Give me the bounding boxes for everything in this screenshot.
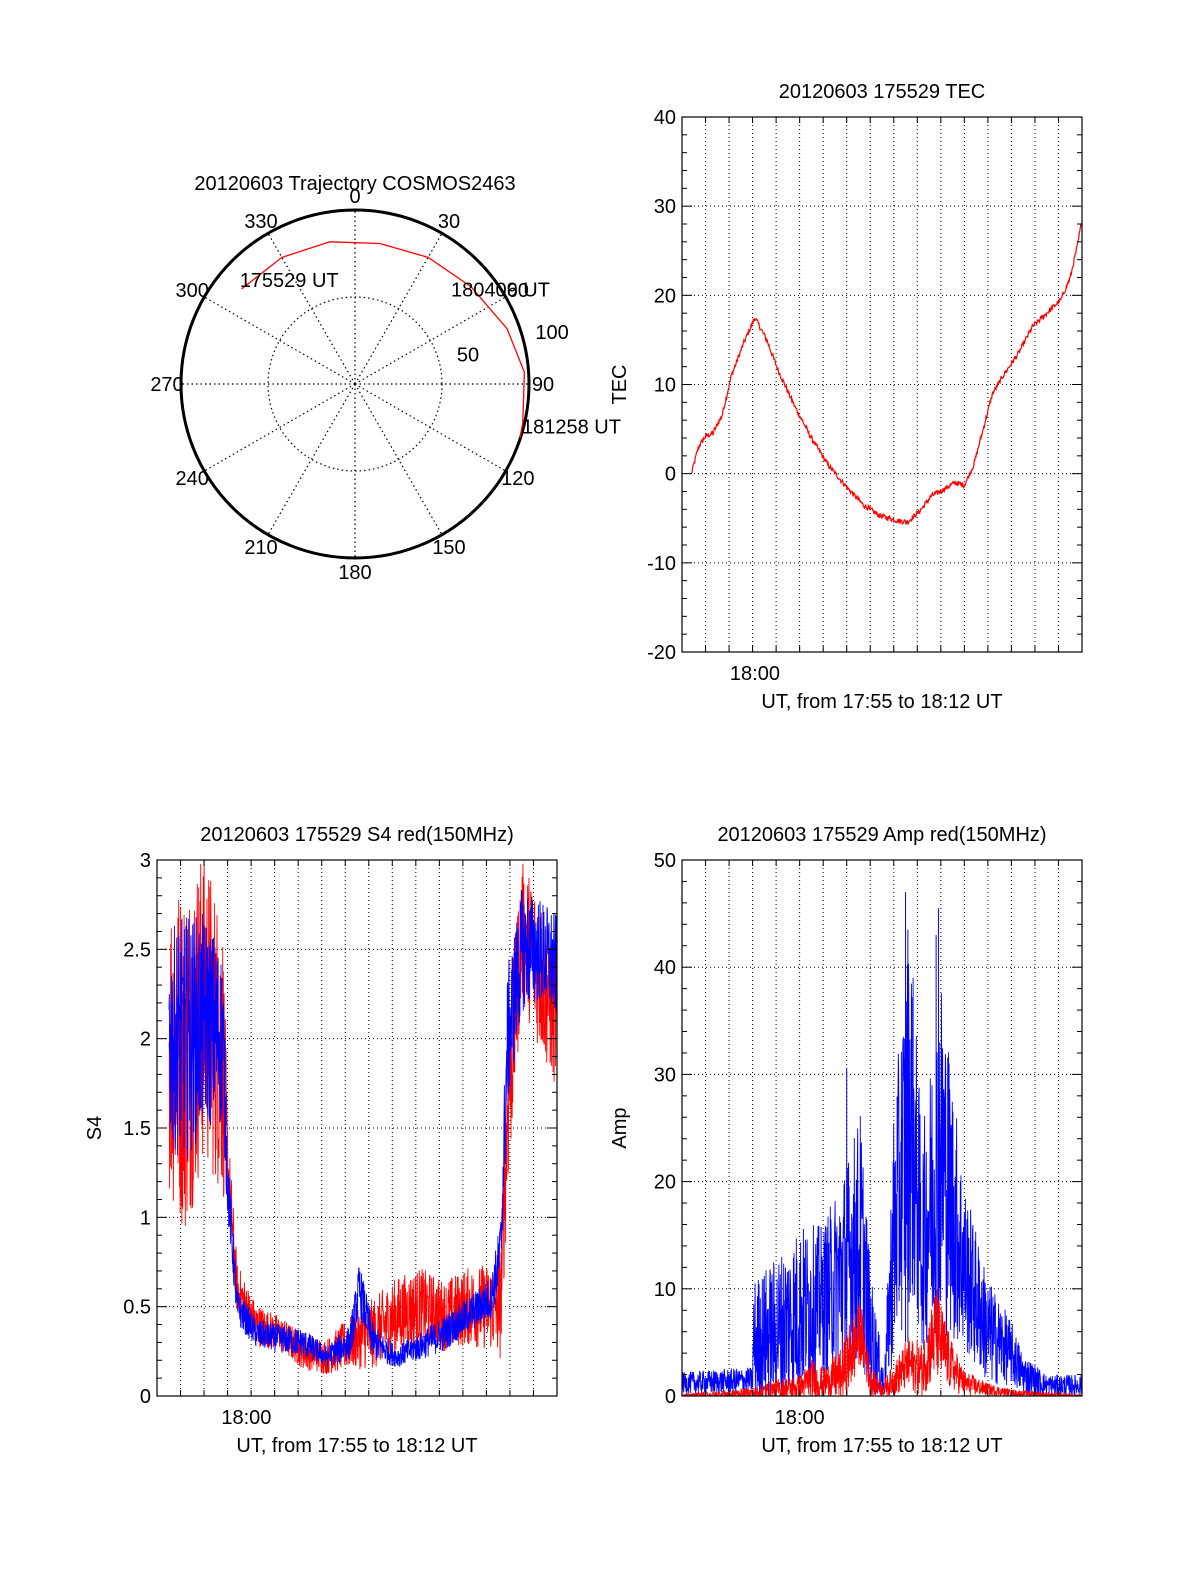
amp-chart: 20120603 175529 Amp red(150MHz) 0 10 20 30 40… <box>609 824 1083 1457</box>
tec-chart: 20120603 175529 TEC -20 -10 0 10 20 30 40 18:00 U… <box>609 81 1083 713</box>
y-tick-label: 1 <box>140 1207 151 1229</box>
y-tick-label: 0 <box>665 1386 676 1408</box>
y-tick-label: 40 <box>654 957 676 979</box>
chart-title: 20120603 175529 S4 red(150MHz) <box>200 824 514 846</box>
y-tick-label: 2 <box>140 1029 151 1051</box>
azimuth-tick-label: 270 <box>150 374 183 396</box>
plot-area <box>168 860 557 1375</box>
azimuth-tick-label: 60 <box>507 280 529 302</box>
azimuth-tick-label: 30 <box>438 211 460 233</box>
y-tick-label: 30 <box>654 1064 676 1086</box>
azimuth-tick-label: 330 <box>244 211 277 233</box>
y-tick-label: 10 <box>654 1279 676 1301</box>
polar-spoke <box>267 233 356 385</box>
polar-spoke <box>354 233 443 385</box>
plot-area <box>682 892 1082 1396</box>
y-tick-label: -10 <box>647 553 676 575</box>
polar-spoke <box>354 383 443 535</box>
series-line-1 <box>691 222 1082 526</box>
trajectory-time-label: 181258 UT <box>522 417 621 439</box>
plot-area <box>691 222 1082 526</box>
trajectory-time-label: 180409 UT <box>451 280 550 302</box>
y-axis-label: S4 <box>84 1116 106 1140</box>
x-tick-label: 18:00 <box>221 1407 271 1429</box>
y-tick-label: 3 <box>140 850 151 872</box>
plot-frame <box>681 859 1083 1397</box>
x-axis-label: UT, from 17:55 to 18:12 UT <box>761 691 1002 713</box>
x-axis-label: UT, from 17:55 to 18:12 UT <box>761 1435 1002 1457</box>
chart-title: 20120603 Trajectory COSMOS2463 <box>194 173 515 195</box>
y-tick-label: 0 <box>665 464 676 486</box>
azimuth-tick-label: 180 <box>338 562 371 584</box>
series-line-1 <box>682 963 1082 1396</box>
y-tick-label: 50 <box>654 850 676 872</box>
chart-title: 20120603 175529 Amp red(150MHz) <box>717 824 1046 846</box>
polar-spoke <box>204 383 356 472</box>
y-tick-label: -20 <box>647 642 676 664</box>
polar-spoke <box>204 296 356 385</box>
polar-spoke <box>267 383 356 535</box>
series-line-2 <box>682 1289 1082 1396</box>
y-tick-label: 20 <box>654 285 676 307</box>
x-tick-label: 18:00 <box>775 1407 825 1429</box>
azimuth-tick-label: 240 <box>175 468 208 490</box>
s4-chart: 20120603 175529 S4 red(150MHz) 0 0.5 1 1.5 2 2… <box>84 824 558 1457</box>
radial-tick-label: 50 <box>457 345 479 367</box>
azimuth-tick-label: 150 <box>432 537 465 559</box>
azimuth-tick-label: 300 <box>175 280 208 302</box>
azimuth-tick-label: 120 <box>501 468 534 490</box>
x-axis-label: UT, from 17:55 to 18:12 UT <box>236 1435 477 1457</box>
y-tick-label: 0.5 <box>123 1297 151 1319</box>
y-tick-label: 2.5 <box>123 939 151 961</box>
polar-spoke <box>354 296 506 385</box>
y-tick-label: 20 <box>654 1172 676 1194</box>
y-tick-label: 1.5 <box>123 1118 151 1140</box>
series-line-2 <box>168 889 557 1367</box>
y-tick-label: 40 <box>654 107 676 129</box>
azimuth-tick-label: 0 <box>349 186 360 208</box>
y-tick-label: 30 <box>654 196 676 218</box>
trajectory-line <box>241 241 526 438</box>
y-tick-label: 0 <box>140 1386 151 1408</box>
azimuth-tick-label: 210 <box>244 537 277 559</box>
x-tick-label: 18:00 <box>730 663 780 685</box>
y-axis-label: TEC <box>609 365 631 405</box>
polar-spoke <box>354 383 506 472</box>
chart-title: 20120603 175529 TEC <box>779 81 985 103</box>
radial-tick-label: 100 <box>535 322 568 344</box>
y-axis-label: Amp <box>609 1107 631 1148</box>
y-tick-label: 10 <box>654 375 676 397</box>
azimuth-tick-label: 90 <box>532 374 554 396</box>
polar-outer-ring <box>179 208 531 560</box>
trajectory-time-label: 175529 UT <box>240 270 339 292</box>
